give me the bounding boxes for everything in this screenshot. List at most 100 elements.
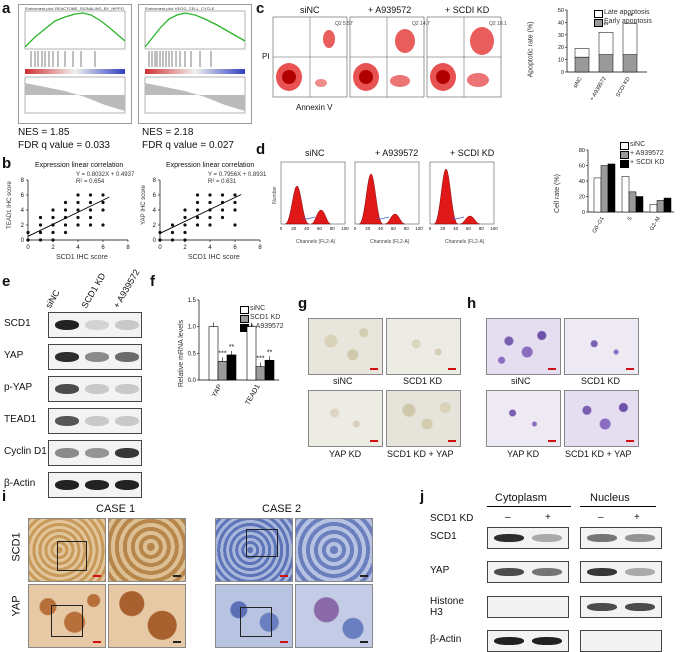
blot-band	[55, 352, 79, 362]
blot-protein-label: Cyclin D1	[4, 446, 47, 457]
data-point	[208, 223, 212, 227]
x-tick-label: siNC	[573, 76, 584, 89]
nes-value-2: NES = 2.18	[142, 127, 194, 138]
data-point	[76, 208, 80, 212]
mrna-legend-scd1-kd: SCD1 KD	[250, 314, 281, 321]
flow-condition-2: + A939572	[368, 5, 412, 15]
transwell-label-scd1-kd-yap: SCD1 KD + YAP	[565, 449, 632, 459]
data-point	[26, 230, 30, 235]
legend-swatch-f-sinc	[240, 306, 249, 314]
scale-bar	[280, 575, 288, 577]
blot-protein-label: YAP	[4, 350, 24, 361]
y-tick-label: 0.5	[188, 351, 197, 357]
bar-early-apoptosis	[622, 54, 638, 73]
transwell-label-sinc: siNC	[511, 376, 531, 386]
blot-band	[494, 568, 524, 576]
x-tick-label: 60	[317, 226, 323, 231]
regression-line	[27, 196, 110, 237]
panel-label-e: e	[2, 273, 11, 290]
scale-bar	[93, 575, 101, 577]
bar-sinc	[246, 326, 257, 381]
x-tick-label: 40	[378, 226, 384, 231]
y-tick-label: 0	[582, 210, 585, 216]
blot-lane-sinc: siNC	[43, 288, 62, 310]
r-squared-2: R² = 0.631	[208, 179, 237, 185]
blot-band	[85, 320, 109, 330]
hist-xlabel-2: Channels (FL2-A)	[370, 239, 410, 245]
zoom-region-box	[51, 605, 83, 637]
bar-sinc	[593, 177, 602, 213]
transwell-label-yap-kd: YAP KD	[507, 449, 540, 459]
y-tick-label: 1.5	[188, 298, 197, 304]
scale-bar	[280, 641, 288, 643]
y-tick-label: 8	[153, 178, 157, 184]
scatter-title-1: Expression linear correlation	[35, 162, 124, 169]
cell-cycle-histogram-a939572: 0 20 40 60 80 100	[354, 161, 423, 231]
blot-protein-label: β-Actin	[430, 634, 462, 645]
bar-early-apoptosis	[598, 54, 614, 73]
y-tick-label: 6	[21, 193, 25, 199]
y-tick-label: 2	[153, 223, 157, 229]
g2-peak	[384, 213, 406, 225]
x-tick-label: 2	[183, 245, 187, 251]
data-point	[63, 230, 68, 235]
legend-swatch-f-scd1-kd	[240, 315, 249, 323]
blot-protein-label: SCD1	[4, 318, 31, 329]
panel-label-b: b	[2, 155, 12, 172]
y-tick-label: 40	[579, 179, 585, 185]
regression-equation-1: Y = 0.8032X + 0.4937	[76, 172, 135, 178]
scatter-ylabel-1: TEAD1 IHC score	[6, 181, 13, 229]
significance-mark: ***	[256, 356, 264, 363]
data-point	[76, 193, 80, 197]
x-tick-label: 100	[415, 226, 423, 231]
scale-bar	[626, 368, 634, 370]
r-squared-1: R² = 0.654	[76, 179, 105, 185]
x-tick-label: 20	[365, 226, 371, 231]
s-phase-curve	[451, 216, 465, 220]
cycle-condition-3: + SCDI KD	[450, 148, 495, 158]
g1-peak	[433, 168, 459, 225]
panel-label-j: j	[420, 488, 425, 505]
data-point	[170, 238, 175, 242]
significance-mark: ***	[218, 350, 226, 357]
x-tick-label: 0	[26, 245, 30, 251]
data-point	[88, 193, 93, 197]
bar-early-apoptosis	[574, 56, 590, 73]
blot-band	[494, 637, 524, 645]
data-point	[233, 200, 237, 205]
data-point	[51, 208, 55, 212]
fraction-underline-nucleus	[580, 506, 656, 507]
data-point	[38, 230, 43, 235]
s-phase-curve	[302, 216, 316, 220]
data-point	[170, 223, 175, 227]
ihc-image-case2-yap-high	[295, 584, 373, 648]
data-point	[76, 200, 80, 205]
ihc-image-case1-yap-low	[28, 584, 106, 648]
ihc-image-case1-yap-high	[108, 584, 186, 648]
transwell-image-sinc	[486, 318, 561, 375]
significance-mark: **	[267, 349, 273, 356]
y-tick-label: 8	[21, 178, 25, 184]
ihc-row-yap: YAP	[10, 595, 23, 617]
cycle-condition-1: siNC	[305, 148, 325, 158]
data-point	[76, 223, 80, 227]
s-phase-curve	[376, 216, 390, 220]
fdr-value-2: FDR q value = 0.027	[142, 140, 234, 151]
y-tick-label: 4	[21, 208, 25, 214]
x-tick-label: G2–M	[649, 216, 662, 232]
bar-sinc	[621, 176, 630, 213]
ihc-row-scd1: SCD1	[10, 532, 23, 562]
blot-protein-label: YAP	[430, 565, 450, 576]
blot-protein-label: p-YAP	[4, 382, 33, 393]
ihc-image-case2-scd1-low	[215, 518, 293, 582]
panel-label-g: g	[298, 295, 308, 312]
data-point	[101, 223, 105, 227]
data-point	[88, 223, 93, 227]
data-point	[220, 208, 225, 212]
scale-bar	[360, 641, 368, 643]
significance-mark: **	[603, 22, 609, 29]
panel-label-f: f	[150, 273, 155, 290]
blot-band	[587, 603, 617, 611]
significance-mark: **	[627, 14, 633, 21]
blot-strip-cytoplasm	[487, 630, 569, 652]
